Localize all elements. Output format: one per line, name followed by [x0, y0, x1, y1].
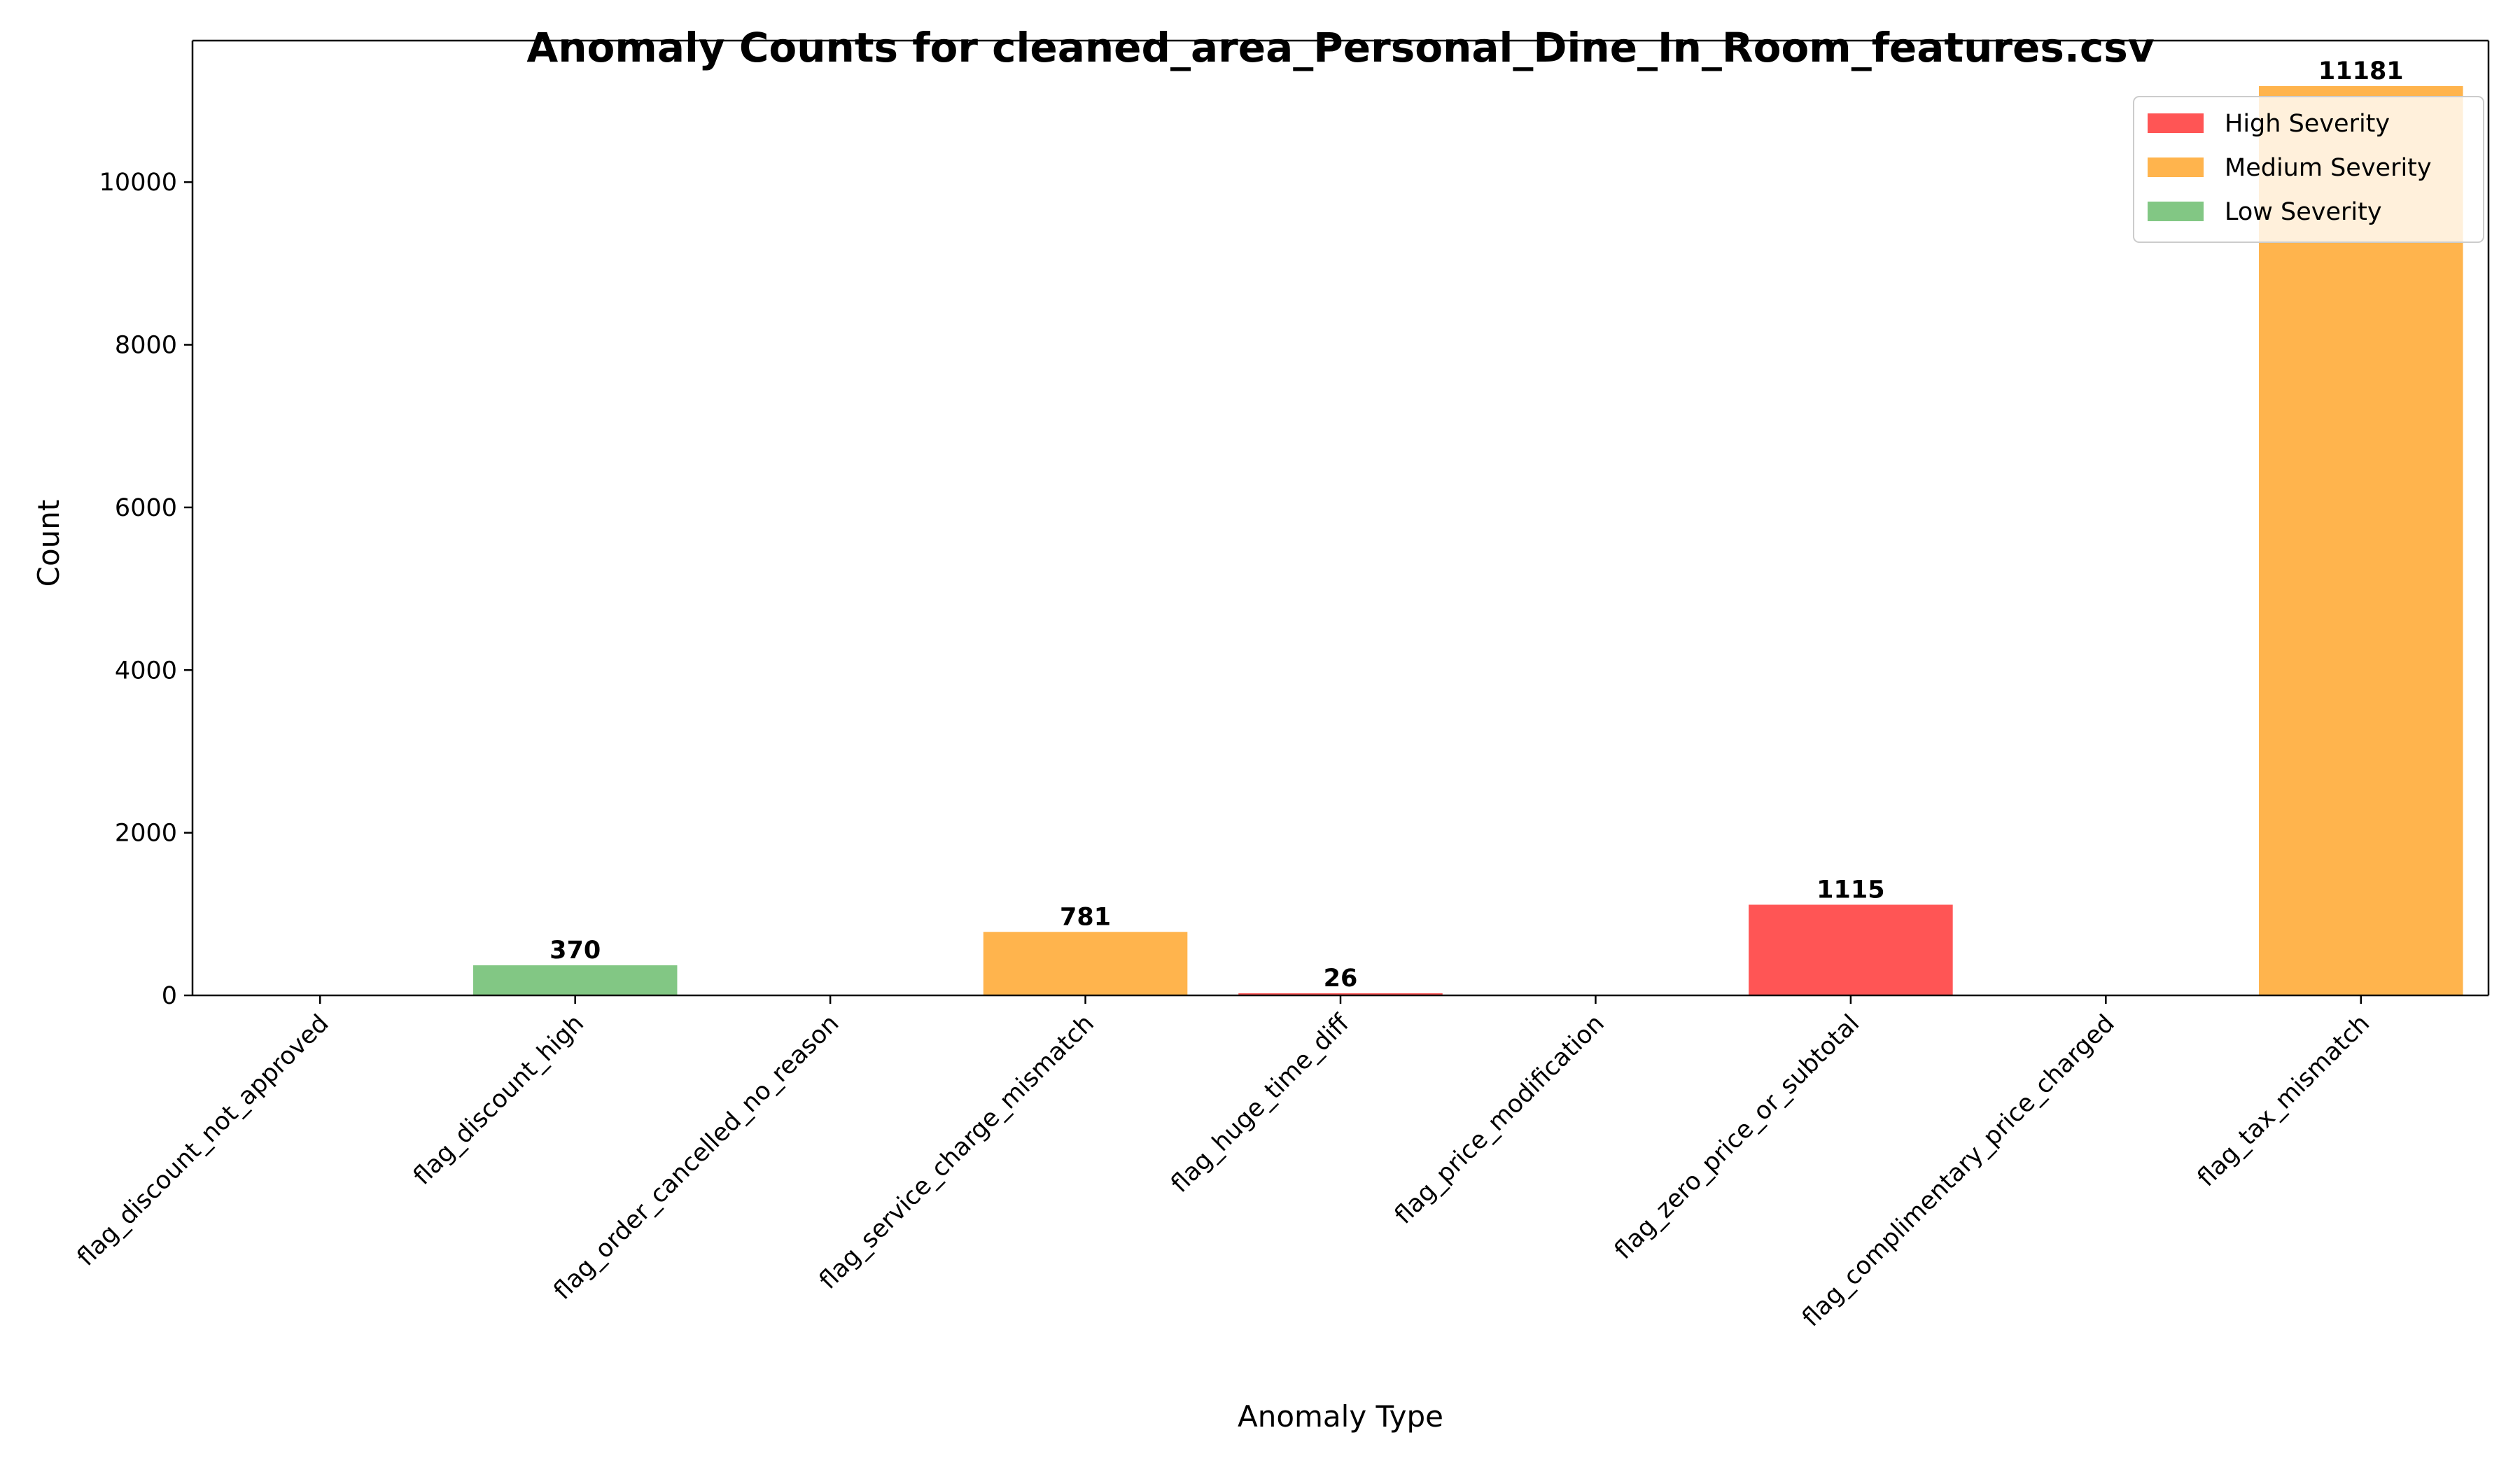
axes-group: 0 2000 4000 6000 8000 10000 flag_discount_not_…	[72, 39, 2490, 1332]
x-tick-label: flag_zero_price_or_subtotal	[1609, 1009, 1865, 1265]
data-labels-group: 370 781 26 1115 11181	[550, 57, 2404, 993]
legend-swatch-low	[2148, 202, 2204, 221]
y-tick-label: 0	[162, 982, 177, 1010]
y-axis-label: Count	[31, 500, 66, 587]
legend-label-low: Low Severity	[2225, 198, 2382, 226]
x-tick-label: flag_tax_mismatch	[2192, 1009, 2375, 1192]
legend-label-medium: Medium Severity	[2225, 154, 2432, 182]
bar-flag_huge_time_diff	[1238, 993, 1443, 995]
data-label-flag_service_charge_mismatch: 781	[1060, 903, 1111, 931]
x-tick-label: flag_discount_not_approved	[72, 1009, 335, 1272]
y-tick-label: 2000	[115, 820, 177, 848]
legend-label-high: High Severity	[2225, 110, 2390, 138]
bar-flag_discount_high	[472, 965, 678, 995]
y-tick-label: 6000	[115, 494, 177, 522]
x-tick-label: flag_complimentary_price_charged	[1797, 1009, 2120, 1332]
x-axis-label: Anomaly Type	[1238, 1399, 1443, 1434]
legend-swatch-high	[2148, 113, 2204, 133]
legend: High Severity Medium Severity Low Severity	[2133, 96, 2484, 243]
x-tick-label: flag_discount_high	[408, 1009, 589, 1191]
bar-flag_zero_price_or_subtotal	[1749, 904, 1953, 995]
x-tick-label: flag_huge_time_diff	[1166, 1009, 1355, 1198]
data-label-flag_tax_mismatch: 11181	[2318, 57, 2404, 85]
bar-flag_service_charge_mismatch	[983, 932, 1188, 995]
y-tick-label: 10000	[99, 169, 177, 197]
y-tick-label: 4000	[115, 657, 177, 685]
data-label-flag_huge_time_diff: 26	[1324, 965, 1358, 993]
data-label-flag_zero_price_or_subtotal: 1115	[1816, 876, 1884, 904]
x-tick-label: flag_order_cancelled_no_reason	[549, 1009, 845, 1306]
chart-title: Anomaly Counts for cleaned_area_Personal…	[526, 24, 2154, 71]
legend-frame	[2133, 96, 2484, 243]
data-label-flag_discount_high: 370	[550, 937, 601, 965]
y-tick-label: 8000	[115, 332, 177, 360]
x-tick-label: flag_price_modification	[1390, 1009, 1610, 1230]
x-tick-label: flag_service_charge_mismatch	[814, 1009, 1100, 1295]
legend-swatch-medium	[2148, 158, 2204, 177]
